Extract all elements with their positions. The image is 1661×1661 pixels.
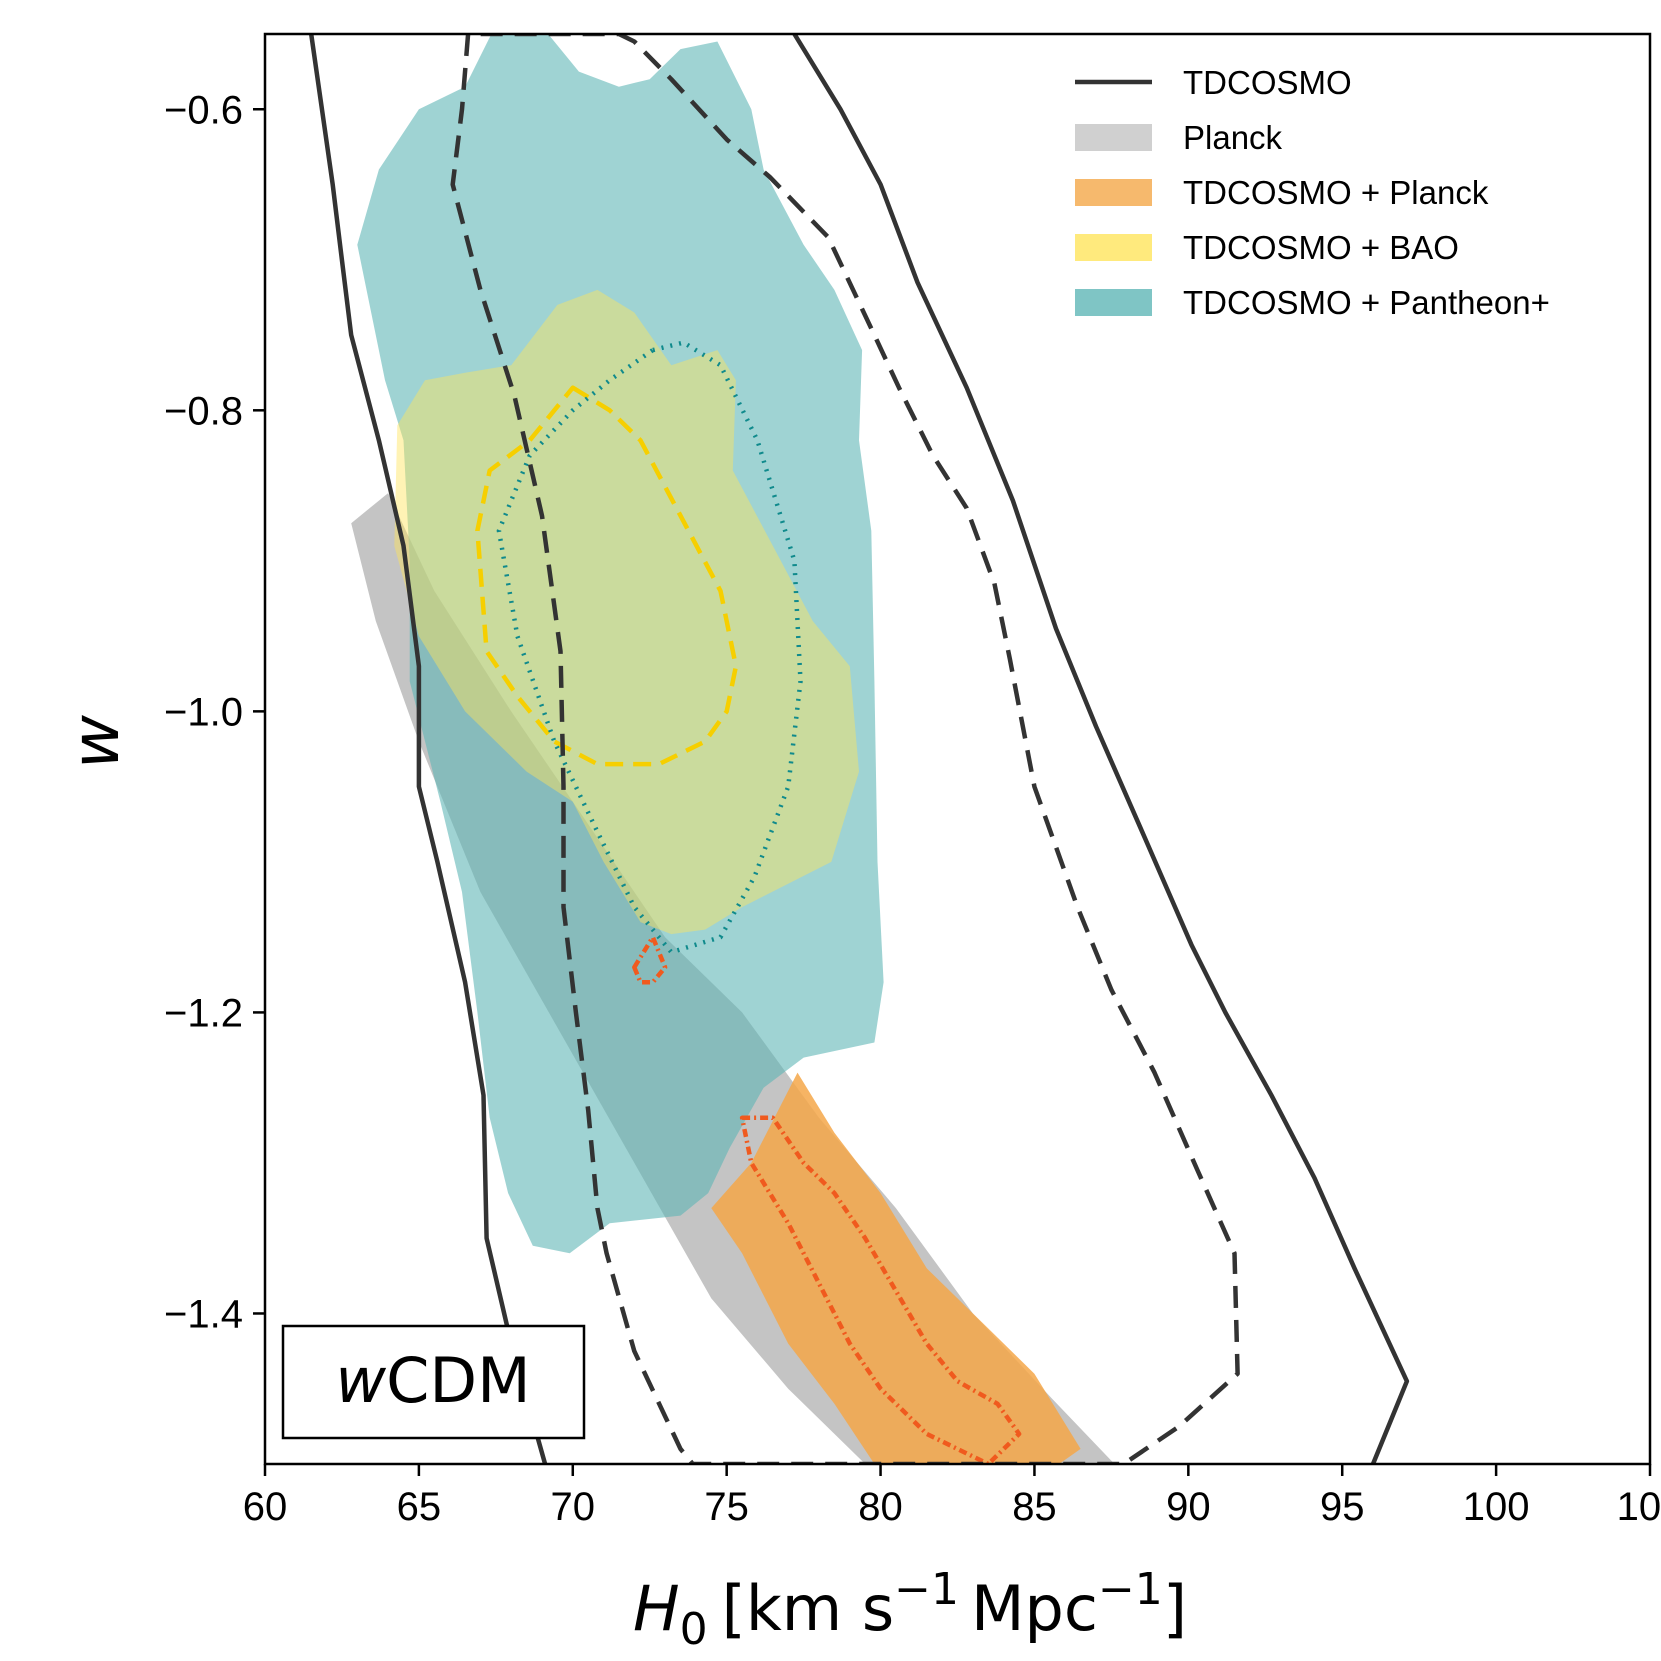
model-annotation-box: [281, 1324, 586, 1440]
tdcosmo-planck-line-contour-5: [632, 934, 668, 985]
model-annotation-italic: w: [335, 1344, 386, 1417]
x-tick-label: 105: [1617, 1485, 1661, 1529]
x-tick-label: 90: [1166, 1485, 1211, 1529]
legend-label-tdcosmo_bao: TDCOSMO + BAO: [1183, 229, 1459, 266]
tdcosmo-line-contour-9: [792, 34, 1410, 1464]
x-tick-label: 70: [551, 1485, 596, 1529]
plot-frame: [263, 32, 1652, 1466]
tdcosmo-bao-line-contour-6: [475, 385, 739, 767]
x-axis-title-symbol: H: [633, 1572, 680, 1645]
y-tick-label: −0.6: [164, 88, 243, 132]
x-axis-title-subscript: 0: [680, 1604, 708, 1655]
y-tick-label: −1.4: [164, 1292, 243, 1336]
x-axis-title: H0 [km s−1 Mpc−1]: [633, 1564, 1187, 1655]
x-axis-title-exp-a: −1: [894, 1564, 959, 1615]
x-axis-title-bracket-close: ]: [1163, 1572, 1187, 1645]
tdcosmo-planck-line-contour-4: [739, 1115, 1022, 1464]
x-axis: 60 65 70 75 80 85 90 95 100 105: [243, 1464, 1661, 1529]
tdcosmo-line-contour-8: [308, 34, 548, 1464]
y-axis-title: w: [57, 714, 134, 769]
legend-label-tdcosmo_pantheon: TDCOSMO + Pantheon+: [1183, 284, 1550, 321]
x-tick-label: 95: [1320, 1485, 1365, 1529]
legend: TDCOSMO Planck TDCOSMO + Planck TDCOSMO + B…: [1075, 64, 1550, 321]
tdcosmo-pantheon-filled-contour-1: [357, 34, 884, 1254]
x-axis-title-exp-b: −1: [1098, 1564, 1163, 1615]
x-axis-title-bracket-open: [: [722, 1572, 746, 1645]
tdcosmo-planck-filled-contour-3: [711, 1072, 1081, 1464]
legend-label-planck: Planck: [1183, 119, 1283, 156]
contour-layer: [308, 34, 1410, 1464]
x-tick-label: 75: [704, 1485, 749, 1529]
tdcosmo-pantheon-line-contour-7: [496, 340, 803, 955]
legend-swatch-planck: [1075, 124, 1152, 151]
legend-label-tdcosmo_planck: TDCOSMO + Planck: [1183, 174, 1489, 211]
legend-swatch-tdcosmo_pantheon: [1075, 289, 1152, 316]
x-tick-label: 65: [397, 1485, 442, 1529]
legend-swatch-tdcosmo_bao: [1075, 234, 1152, 261]
legend-swatch-tdcosmo_planck: [1075, 179, 1152, 206]
y-axis: −0.6 −0.8 −1.0 −1.2 −1.4: [164, 88, 265, 1336]
x-tick-label: 100: [1463, 1485, 1530, 1529]
x-axis-title-unit-b: Mpc: [971, 1572, 1098, 1645]
x-tick-label: 80: [858, 1485, 903, 1529]
tdcosmo-line-contour-10: [450, 34, 1240, 1464]
model-annotation-rest: CDM: [386, 1344, 531, 1417]
y-tick-label: −1.0: [164, 690, 243, 734]
model-annotation: wCDM: [281, 1324, 586, 1440]
legend-label-tdcosmo: TDCOSMO: [1183, 64, 1352, 101]
x-tick-label: 60: [243, 1485, 288, 1529]
model-annotation-text: wCDM: [335, 1344, 530, 1417]
x-tick-label: 85: [1012, 1485, 1057, 1529]
y-tick-label: −1.2: [164, 991, 243, 1035]
y-tick-label: −0.8: [164, 389, 243, 433]
tdcosmo-bao-filled-contour-2: [394, 289, 859, 935]
x-axis-title-unit-a: km s: [746, 1572, 894, 1645]
